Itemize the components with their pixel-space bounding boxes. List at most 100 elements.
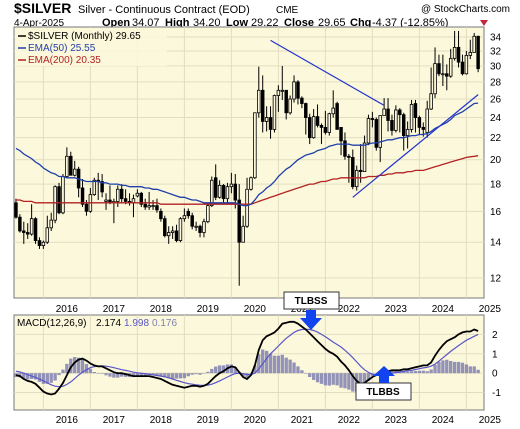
candle-body (421, 126, 426, 130)
macd-histogram-bar (14, 373, 18, 378)
macd-histogram-bar (268, 353, 273, 374)
macd-histogram-bar (468, 366, 472, 374)
candle-body (327, 113, 332, 133)
candle-body (84, 203, 89, 212)
tlbss-callout-box (283, 291, 340, 310)
signal-legend-value: 1.998 (124, 318, 149, 329)
macd-histogram-bar (327, 373, 331, 386)
price-y-tick-label: 20 (490, 155, 502, 166)
macd-histogram-bar (190, 373, 194, 375)
candle-body (456, 47, 461, 63)
candle-body (468, 52, 473, 56)
candle-body (339, 126, 343, 142)
candle-body (49, 219, 53, 229)
macd-x-tick-label: 2023 (385, 415, 408, 426)
candle-body (178, 218, 183, 241)
candle-body (166, 232, 171, 237)
candle-body (358, 169, 363, 172)
candle-body (41, 241, 46, 246)
high-label: High (165, 17, 190, 29)
candle-body (190, 215, 194, 227)
macd-histogram-bar (174, 373, 179, 379)
macd-histogram-bar (409, 371, 414, 374)
macd-histogram-bar (319, 373, 324, 384)
candle-body (319, 124, 324, 128)
trendline (352, 94, 479, 198)
macd-histogram-bar (96, 373, 100, 374)
price-y-tick-label: 34 (490, 32, 502, 43)
price-x-tick-label: 2016 (56, 304, 79, 315)
candle-body (65, 155, 69, 177)
candle-body (343, 140, 347, 157)
macd-y-tick-label: 2 (492, 330, 498, 341)
macd-histogram-bar (272, 355, 277, 374)
candle-body (119, 188, 124, 200)
candle-body (174, 230, 179, 241)
macd-x-tick-label: 2022 (338, 415, 361, 426)
candle-body (331, 107, 335, 115)
price-y-tick-label: 32 (490, 47, 502, 58)
macd-histogram-bar (288, 359, 292, 374)
candle-body (170, 230, 175, 233)
candle-body (362, 142, 367, 172)
macd-x-tick-label: 2021 (291, 415, 314, 426)
candle-body (116, 188, 120, 202)
quote-date: 4-Apr-2025 (14, 18, 64, 29)
price-y-tick-label: 28 (490, 77, 502, 88)
candle-body (139, 192, 144, 205)
price-x-tick-label: 2023 (385, 304, 408, 315)
candle-body (288, 98, 292, 114)
macd-histogram-bar (143, 373, 147, 376)
macd-histogram-bar (194, 373, 198, 375)
candle-body (413, 103, 418, 118)
macd-histogram-bar (73, 357, 77, 374)
macd-histogram-bar (276, 355, 281, 374)
macd-histogram-bar (476, 369, 480, 374)
candle-body (123, 198, 128, 202)
candle-body (14, 202, 18, 218)
candle-body (433, 63, 437, 95)
candle-body (151, 205, 155, 208)
price-y-tick-label: 26 (490, 95, 502, 106)
candle-body (304, 103, 308, 118)
macd-panel (13, 314, 485, 411)
macd-histogram-bar (460, 362, 465, 374)
macd-legend-value: 2.174 (96, 318, 121, 329)
candle-body (351, 157, 355, 188)
macd-histogram-bar (139, 373, 143, 377)
candle-body (448, 57, 453, 77)
macd-histogram-bar (323, 373, 328, 386)
open-label: Open (102, 17, 130, 29)
price-candles (14, 30, 480, 286)
candle-body (264, 117, 269, 122)
macd-y-tick-label: 0 (492, 369, 498, 380)
tlbbs-callout-label: TLBBS (366, 387, 400, 398)
candle-body (409, 104, 414, 130)
candle-body (386, 108, 390, 121)
candle-body (159, 210, 163, 220)
macd-histogram-bar (49, 373, 53, 383)
macd-histogram-bar (449, 360, 453, 374)
macd-histogram-bar (280, 354, 284, 374)
candle-body (194, 225, 198, 228)
candle-body (370, 118, 375, 120)
candle-body (366, 118, 371, 144)
macd-histogram-bar (57, 373, 61, 376)
macd-histogram-bar (53, 373, 57, 381)
macd-histogram-bar (441, 360, 445, 374)
macd-histogram-bar (84, 364, 89, 374)
macd-histogram-bar (131, 373, 136, 378)
candle-body (460, 61, 465, 75)
ema50-legend: EMA(50) 25.55 (28, 43, 96, 54)
price-x-tick-label: 2025 (479, 304, 502, 315)
macd-histogram-bar (257, 354, 261, 374)
candle-body (206, 205, 210, 223)
price-y-tick-label: 30 (490, 61, 502, 72)
candle-body (417, 117, 422, 128)
candle-body (249, 177, 253, 190)
candle-body (272, 95, 277, 130)
macd-histogram-bar (472, 366, 476, 374)
macd-histogram-bar (108, 373, 112, 377)
ema200-legend: EMA(200) 20.35 (28, 55, 101, 66)
candle-body (276, 89, 281, 96)
